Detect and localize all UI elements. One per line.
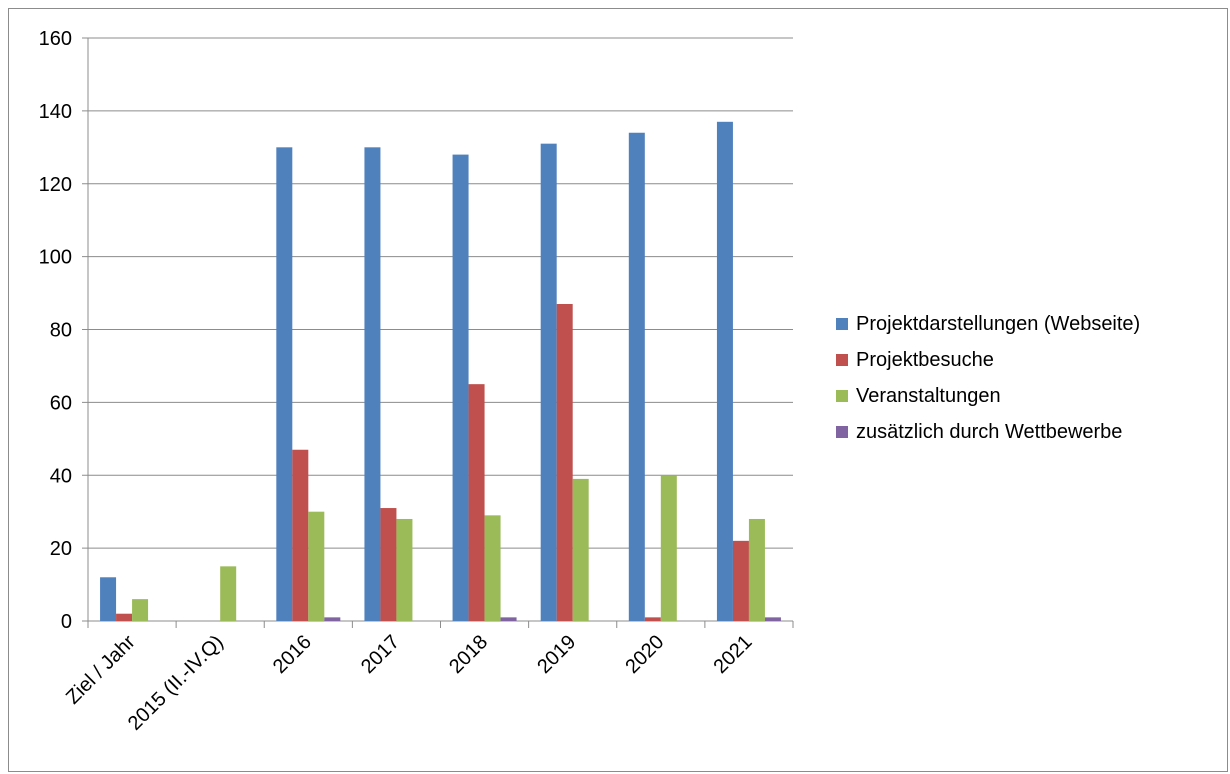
legend-label: Projektbesuche [856, 348, 994, 371]
x-tick-label: 2016 [269, 631, 316, 678]
bar [716, 121, 733, 622]
x-tick-label: Ziel / Jahr [62, 631, 140, 709]
x-tick-label: 2019 [533, 631, 580, 678]
bar [540, 143, 557, 621]
legend-label: Projektdarstellungen (Webseite) [856, 312, 1141, 335]
bar [644, 617, 661, 621]
x-tick-label: 2021 [709, 631, 756, 678]
bar [308, 511, 325, 621]
bar [100, 577, 117, 621]
bar [396, 518, 413, 621]
bar [748, 518, 765, 621]
bar [364, 147, 381, 621]
bar [324, 617, 341, 621]
x-tick-label: 2017 [357, 631, 404, 678]
bar [116, 613, 133, 621]
bar [468, 384, 485, 621]
bar [556, 303, 573, 621]
bar [452, 154, 469, 621]
legend-swatch [836, 426, 848, 438]
legend-label: Veranstaltungen [856, 384, 1001, 407]
legend-item: Projektdarstellungen (Webseite) [836, 306, 1140, 342]
bar [484, 515, 501, 621]
legend-item: Projektbesuche [836, 342, 1140, 378]
y-tick-label: 160 [39, 28, 72, 50]
y-tick-label: 120 [39, 174, 72, 196]
legend-swatch [836, 354, 848, 366]
x-tick-label: 2020 [621, 631, 668, 678]
legend-swatch [836, 318, 848, 330]
legend-item: Veranstaltungen [836, 378, 1140, 414]
y-tick-label: 0 [61, 611, 72, 633]
y-tick-label: 100 [39, 247, 72, 269]
bar [132, 599, 149, 621]
y-tick-label: 40 [50, 465, 72, 487]
bar [380, 508, 397, 621]
x-tick-label: 2018 [445, 631, 492, 678]
legend-label: zusätzlich durch Wettbewerbe [856, 420, 1123, 443]
bar [764, 617, 781, 621]
y-tick-label: 60 [50, 392, 72, 414]
legend-item: zusätzlich durch Wettbewerbe [836, 414, 1140, 450]
chart-legend: Projektdarstellungen (Webseite) Projektb… [836, 306, 1140, 450]
y-tick-label: 140 [39, 101, 72, 123]
y-tick-label: 80 [50, 320, 72, 342]
bar [732, 540, 749, 621]
y-tick-label: 20 [50, 538, 72, 560]
bar [276, 147, 293, 621]
bar [628, 132, 645, 622]
bar [500, 617, 517, 621]
bar [292, 449, 309, 621]
chart-frame [8, 8, 1228, 772]
bar [572, 478, 589, 621]
legend-swatch [836, 390, 848, 402]
bar [660, 475, 677, 621]
bar [220, 566, 237, 621]
